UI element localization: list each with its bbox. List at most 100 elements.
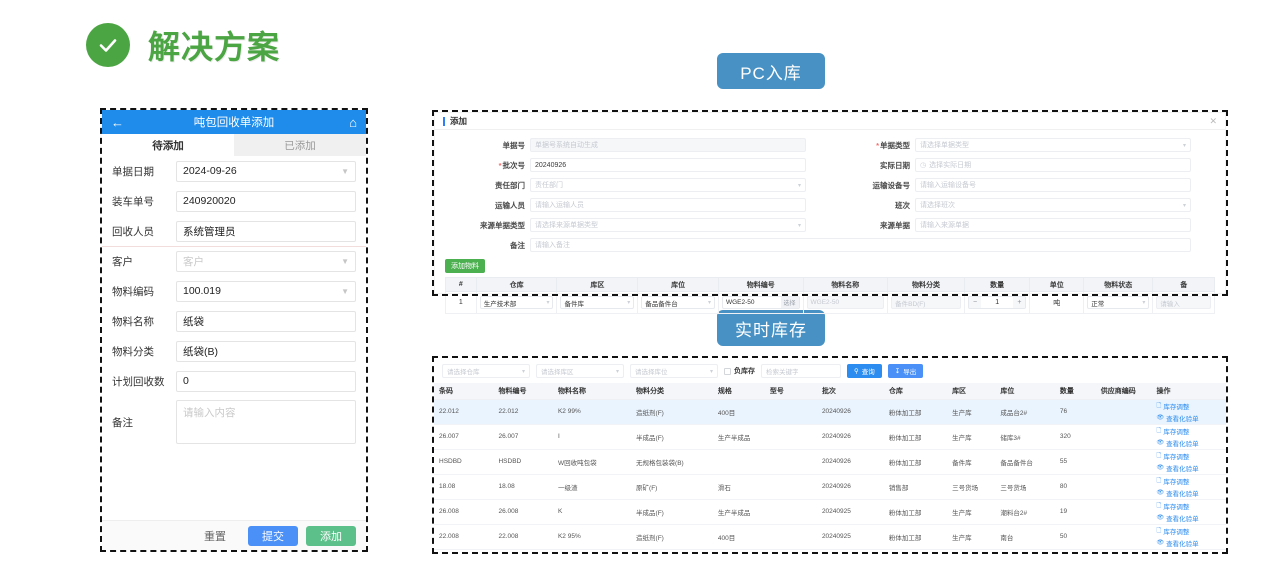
select-zone[interactable]: 备件库 ▾ xyxy=(560,296,635,309)
pc-inbound-dialog: 添加 ✕ 单据号 单据号系统自动生成 *单据类型 请选择单据类型 ▾ *批次号 … xyxy=(434,112,1226,314)
cell-batch: 20240926 xyxy=(816,399,884,425)
col-spec: 规格 xyxy=(712,383,765,400)
stock-table: 条码 物料编号 物料名称 物料分类 规格 型号 批次 仓库 库区 库位 数量 供… xyxy=(434,383,1226,550)
mobile-header: ← 吨包回收单添加 ⌂ xyxy=(102,110,366,134)
input-actual-date[interactable]: ◷ 选择实际日期 xyxy=(915,158,1191,172)
cell-supplier-code xyxy=(1095,499,1152,525)
cell-barcode: 18.08 xyxy=(434,474,494,500)
tab-added[interactable]: 已添加 xyxy=(284,139,316,152)
input-batch-no[interactable]: 20240926 xyxy=(530,158,806,172)
filter-location[interactable]: 请选择库位 ▾ xyxy=(630,364,718,378)
stock-adjust-link[interactable]: 🗋 库存调整 xyxy=(1157,501,1226,511)
cell-material-class: 造纸剂(F) xyxy=(631,524,713,550)
stock-adjust-link[interactable]: 🗋 库存调整 xyxy=(1157,526,1226,536)
table-row: 1 生产技术部 ▾ 备件库 ▾ xyxy=(445,291,1215,314)
input-transport-person[interactable]: 请输入运输人员 xyxy=(530,198,806,212)
stock-adjust-link[interactable]: 🗋 库存调整 xyxy=(1157,476,1226,486)
cell-material-code[interactable]: WGE2-50 选择 xyxy=(717,291,804,314)
cell-unit: 吨 xyxy=(1029,291,1085,314)
cell-status[interactable]: 正常 ▾ xyxy=(1083,291,1154,314)
cell-spec: 生产半成品 xyxy=(712,499,765,525)
checkbox-negative-stock[interactable] xyxy=(724,367,731,375)
search-icon: ⚲ xyxy=(854,368,859,375)
cell-zone: 生产库 xyxy=(947,524,996,550)
stock-adjust-link[interactable]: 🗋 库存调整 xyxy=(1157,451,1226,461)
view-assay-link[interactable]: 👁 查看化验单 xyxy=(1157,538,1226,548)
input-row-remark[interactable]: 请输入 xyxy=(1156,296,1211,309)
add-material-button[interactable]: 添加物料 xyxy=(445,259,485,273)
select-location[interactable]: 备品备件台 ▾ xyxy=(641,296,715,309)
filter-zone[interactable]: 请选择库区 ▾ xyxy=(536,364,624,378)
reset-button[interactable]: 重置 xyxy=(204,530,226,543)
filter-warehouse[interactable]: 请选择仓库 ▾ xyxy=(442,364,530,378)
input-material-class[interactable]: 纸袋(B) xyxy=(176,340,356,362)
qty-decrement-button[interactable]: − xyxy=(969,297,981,308)
input-doc-date[interactable]: 2024-09-26 ▼ xyxy=(176,160,356,182)
cell-barcode: HSDBD xyxy=(434,449,494,475)
input-shift[interactable]: 请选择班次 ▾ xyxy=(915,198,1191,212)
arrow-left-icon[interactable]: ← xyxy=(111,114,124,130)
form-row-loading-no: 装车单号 240920020 xyxy=(102,186,366,216)
cell-supplier-code xyxy=(1095,474,1152,500)
input-material-name[interactable]: 纸袋 xyxy=(176,310,356,332)
cell-batch: 20240926 xyxy=(816,474,884,500)
export-button[interactable]: ↧ 导出 xyxy=(887,364,924,378)
file-icon: 🗋 xyxy=(1156,477,1162,484)
cell-supplier-code xyxy=(1095,449,1152,475)
view-assay-link[interactable]: 👁 查看化验单 xyxy=(1157,413,1226,423)
view-assay-link[interactable]: 👁 查看化验单 xyxy=(1157,438,1226,448)
cell-location[interactable]: 备品备件台 ▾ xyxy=(637,291,719,314)
input-doc-no[interactable]: 单据号系统自动生成 xyxy=(530,138,806,152)
file-icon: 🗋 xyxy=(1156,452,1162,459)
input-transport-equipment[interactable]: 请输入运输设备号 xyxy=(915,178,1191,192)
chevron-down-icon: ▾ xyxy=(521,368,525,375)
view-assay-link[interactable]: 👁 查看化验单 xyxy=(1157,488,1226,498)
input-dialog-remark[interactable]: 请输入备注 xyxy=(530,238,1191,252)
cell-row-remark[interactable]: 请输入 xyxy=(1152,291,1215,314)
cell-model xyxy=(764,524,817,550)
input-recycler[interactable]: 系统管理员 xyxy=(176,220,356,242)
file-icon: 🗋 xyxy=(1156,502,1162,509)
stock-adjust-link[interactable]: 🗋 库存调整 xyxy=(1157,401,1226,411)
select-warehouse[interactable]: 生产技术部 ▾ xyxy=(479,296,554,309)
tab-pending-add[interactable]: 待添加 xyxy=(102,134,234,156)
qty-increment-button[interactable]: + xyxy=(1013,297,1026,308)
input-source-doc-type[interactable]: 请选择来源单据类型 ▾ xyxy=(530,218,806,232)
view-assay-link[interactable]: 👁 查看化验单 xyxy=(1157,463,1226,473)
label-department: 责任部门 xyxy=(495,180,525,190)
input-source-doc[interactable]: 请输入来源单据 xyxy=(915,218,1191,232)
choose-material-button[interactable]: 选择 xyxy=(780,297,799,308)
cell-zone[interactable]: 备件库 ▾ xyxy=(556,291,639,314)
input-remark[interactable]: 请输入内容 xyxy=(176,400,356,444)
search-input[interactable]: 检索关键字 xyxy=(761,364,841,378)
submit-button[interactable]: 提交 xyxy=(248,525,298,546)
filter-negative-stock[interactable]: 负库存 xyxy=(724,366,755,376)
cell-barcode: 26.007 xyxy=(434,424,494,450)
view-assay-link[interactable]: 👁 查看化验单 xyxy=(1157,513,1226,523)
select-material-status[interactable]: 正常 ▾ xyxy=(1087,296,1150,309)
page-title: 解决方案 xyxy=(148,29,281,65)
cell-material-name: W回收吨包袋 xyxy=(552,449,632,475)
cell-material-class: 原矿(F) xyxy=(631,474,713,500)
label-doc-no: 单据号 xyxy=(502,140,526,150)
input-doc-type[interactable]: 请选择单据类型 ▾ xyxy=(915,138,1191,152)
input-department[interactable]: 责任部门 ▾ xyxy=(530,178,806,192)
search-button[interactable]: ⚲ 查询 xyxy=(847,364,882,378)
label-material-name: 物料名称 xyxy=(112,315,154,328)
cell-warehouse[interactable]: 生产技术部 ▾ xyxy=(475,291,558,314)
add-button[interactable]: 添加 xyxy=(306,525,356,546)
eye-icon: 👁 xyxy=(1156,440,1165,446)
cell-qty[interactable]: − 1 + xyxy=(963,291,1031,314)
placeholder-filter-warehouse: 请选择仓库 xyxy=(447,369,480,376)
close-icon[interactable]: ✕ xyxy=(1209,115,1217,126)
input-material-code[interactable]: WGE2-50 选择 xyxy=(721,296,800,309)
input-loading-no[interactable]: 240920020 xyxy=(176,190,356,212)
home-icon[interactable]: ⌂ xyxy=(349,114,357,130)
input-material-code[interactable]: 100.019 ▼ xyxy=(176,280,356,302)
quantity-stepper[interactable]: − 1 + xyxy=(968,296,1027,309)
stock-adjust-link[interactable]: 🗋 库存调整 xyxy=(1157,426,1226,436)
cell-actions: 🗋 库存调整 👁 查看化验单 xyxy=(1151,474,1226,500)
view-assay-label: 查看化验单 xyxy=(1166,465,1199,473)
input-customer[interactable]: 客户 ▼ xyxy=(176,251,356,272)
input-planned-qty[interactable]: 0 xyxy=(176,370,356,392)
